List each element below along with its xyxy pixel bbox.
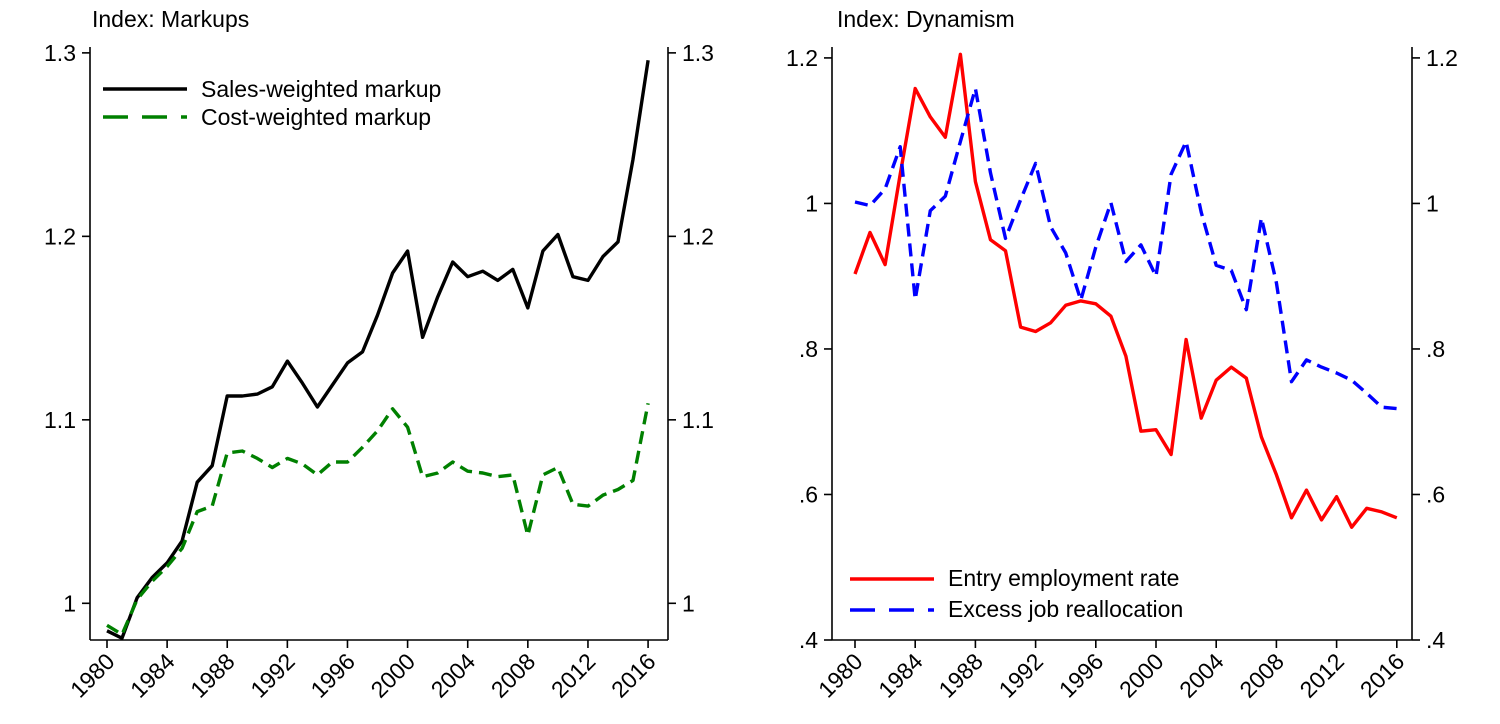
x-tick-label: 1980 — [813, 648, 868, 703]
x-tick-label: 2004 — [426, 648, 481, 703]
x-tick-label: 1984 — [125, 648, 180, 703]
legend-label-excess-reallocation: Excess job reallocation — [948, 596, 1184, 622]
series-entry-employment-rate — [853, 52, 1398, 529]
y-axis-ticks: .4 .4 .6 .6 .8 .8 1 1 1.2 1.2 — [786, 45, 1458, 653]
y-tick-label-right: 1 — [682, 590, 695, 616]
y-tick-label-right: 1 — [1426, 190, 1439, 216]
dynamism-legend: Entry employment rate Excess job realloc… — [850, 563, 1183, 625]
y-tick-label-left: 1 — [63, 590, 76, 616]
sales-weighted-line-sample-icon — [103, 87, 187, 91]
x-tick-label: 2012 — [1295, 648, 1350, 703]
y-axis-ticks: 1 1 1.1 1.1 1.2 1.2 1.3 1.3 — [44, 40, 714, 616]
y-tick-label-right: .8 — [1426, 336, 1445, 362]
x-tick-label: 2016 — [606, 648, 661, 703]
x-tick-label: 1980 — [65, 648, 120, 703]
x-tick-label: 1996 — [305, 648, 360, 703]
panel-dynamism: Index: Dynamism .4 .4 .6 .6 .8 .8 1 1 1.2 1.2 1980… — [750, 0, 1500, 724]
x-tick-label: 2008 — [1234, 648, 1289, 703]
entry-employment-line-sample-icon — [850, 576, 934, 581]
markups-legend: Sales-weighted markup Cost-weighted mark… — [103, 75, 441, 131]
x-axis-ticks: 1980 1984 1988 1992 1996 2000 2004 2008 2012 2016 — [65, 640, 661, 703]
y-tick-label-left: .4 — [799, 627, 818, 653]
x-axis-ticks: 1980 1984 1988 1992 1996 2000 2004 2008 2012 2016 — [813, 640, 1409, 703]
series-cost-weighted-markup — [106, 402, 650, 637]
cost-weighted-line-sample-icon — [103, 115, 187, 119]
y-tick-label-left: 1.3 — [44, 40, 76, 66]
dynamism-title: Index: Dynamism — [837, 6, 1015, 32]
y-tick-label-right: .6 — [1426, 481, 1445, 507]
y-tick-label-right: 1.2 — [1426, 45, 1458, 71]
x-tick-label: 2000 — [1114, 648, 1169, 703]
x-tick-label: 1988 — [933, 648, 988, 703]
legend-row-excess-reallocation: Excess job reallocation — [850, 594, 1183, 625]
x-tick-label: 1992 — [245, 648, 300, 703]
x-tick-label: 2000 — [366, 648, 421, 703]
y-tick-label-right: .4 — [1426, 627, 1445, 653]
y-tick-label-right: 1.3 — [682, 40, 714, 66]
y-tick-label-left: 1.1 — [44, 407, 76, 433]
y-tick-label-left: .6 — [799, 481, 818, 507]
legend-label-cost-weighted: Cost-weighted markup — [201, 103, 432, 130]
y-tick-label-right: 1.2 — [682, 223, 714, 249]
markups-title: Index: Markups — [92, 6, 250, 32]
x-tick-label: 1992 — [994, 648, 1049, 703]
x-tick-label: 1988 — [185, 648, 240, 703]
y-tick-label-right: 1.1 — [682, 407, 714, 433]
legend-label-sales-weighted: Sales-weighted markup — [201, 75, 442, 102]
panel-markups: Index: Markups 1 1 1.1 1.1 1.2 1.2 1.3 1.3 1980 1… — [44, 6, 714, 703]
y-tick-label-left: 1 — [805, 190, 818, 216]
x-tick-label: 2016 — [1355, 648, 1410, 703]
x-tick-label: 2004 — [1174, 648, 1229, 703]
x-tick-label: 1984 — [873, 648, 928, 703]
y-tick-label-left: .8 — [799, 336, 818, 362]
y-tick-label-left: 1.2 — [44, 223, 76, 249]
series-excess-job-reallocation — [854, 86, 1397, 411]
axes — [89, 47, 669, 641]
markups-plot-area: 1 1 1.1 1.1 1.2 1.2 1.3 1.3 1980 1984 1988 1992 1996… — [44, 40, 714, 703]
series-sales-weighted-markup — [106, 59, 650, 640]
x-tick-label: 2008 — [486, 648, 541, 703]
legend-label-entry-employment: Entry employment rate — [948, 565, 1180, 591]
x-tick-label: 1996 — [1054, 648, 1109, 703]
x-tick-label: 2012 — [546, 648, 601, 703]
dynamism-plot-area: .4 .4 .6 .6 .8 .8 1 1 1.2 1.2 1980 1984 1988 1992 1996… — [786, 45, 1458, 703]
y-tick-label-left: 1.2 — [786, 45, 818, 71]
legend-row-cost-weighted: Cost-weighted markup — [103, 103, 441, 131]
axes — [831, 47, 1413, 641]
legend-row-sales-weighted: Sales-weighted markup — [103, 75, 441, 103]
legend-row-entry-employment: Entry employment rate — [850, 563, 1183, 594]
excess-reallocation-line-sample-icon — [850, 607, 934, 612]
